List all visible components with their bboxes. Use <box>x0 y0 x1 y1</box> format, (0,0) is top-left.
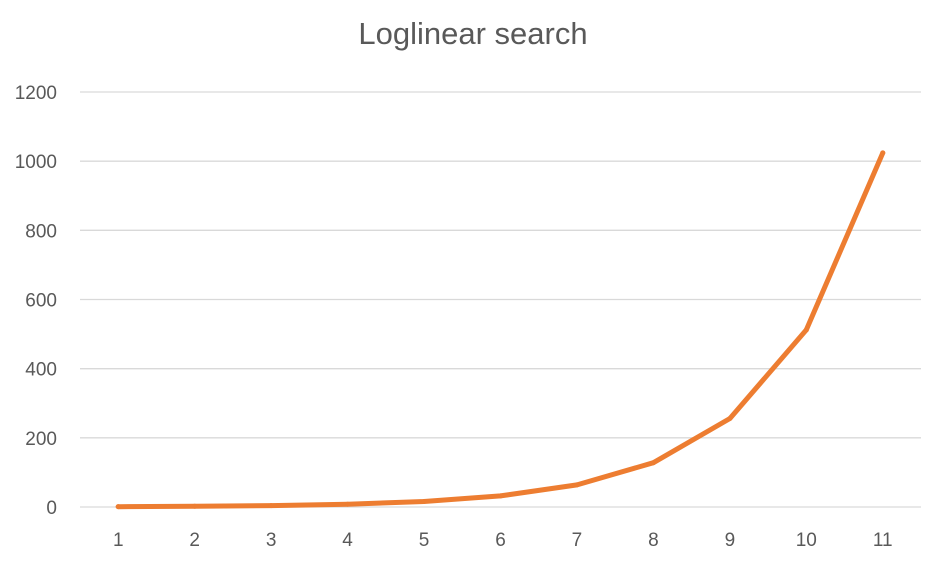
data-point <box>727 415 733 421</box>
x-tick-label: 1 <box>113 530 124 551</box>
y-tick-label: 800 <box>25 221 57 242</box>
gridlines <box>80 91 921 508</box>
data-point <box>268 503 274 509</box>
data-point <box>880 150 886 156</box>
y-tick-label: 1200 <box>15 83 57 104</box>
x-tick-label: 9 <box>725 530 736 551</box>
series-layer <box>115 150 886 510</box>
x-tick-label: 7 <box>572 530 583 551</box>
x-tick-label: 5 <box>419 530 430 551</box>
y-tick-label: 400 <box>25 360 57 381</box>
data-point <box>115 504 121 510</box>
y-tick-label: 0 <box>46 498 57 519</box>
data-point <box>650 460 656 466</box>
x-axis-ticks: 1 2 3 4 5 6 7 8 9 10 11 <box>113 530 893 551</box>
y-tick-label: 600 <box>25 291 57 312</box>
x-tick-label: 2 <box>189 530 200 551</box>
x-tick-label: 10 <box>796 530 817 551</box>
y-tick-label: 1000 <box>15 152 57 173</box>
x-tick-label: 8 <box>648 530 659 551</box>
x-tick-label: 11 <box>873 530 893 551</box>
y-tick-label: 200 <box>25 429 57 450</box>
series-line <box>115 150 886 510</box>
x-tick-label: 3 <box>266 530 277 551</box>
data-point <box>498 493 503 499</box>
data-point <box>345 501 351 507</box>
chart-title: Loglinear search <box>358 16 588 51</box>
data-point <box>192 503 198 509</box>
data-point <box>803 327 809 333</box>
x-tick-label: 4 <box>342 530 353 551</box>
y-axis-ticks: 0 200 400 600 800 1000 1200 <box>15 83 57 519</box>
x-tick-label: 6 <box>495 530 506 551</box>
data-point <box>421 498 427 504</box>
data-point <box>574 482 580 488</box>
